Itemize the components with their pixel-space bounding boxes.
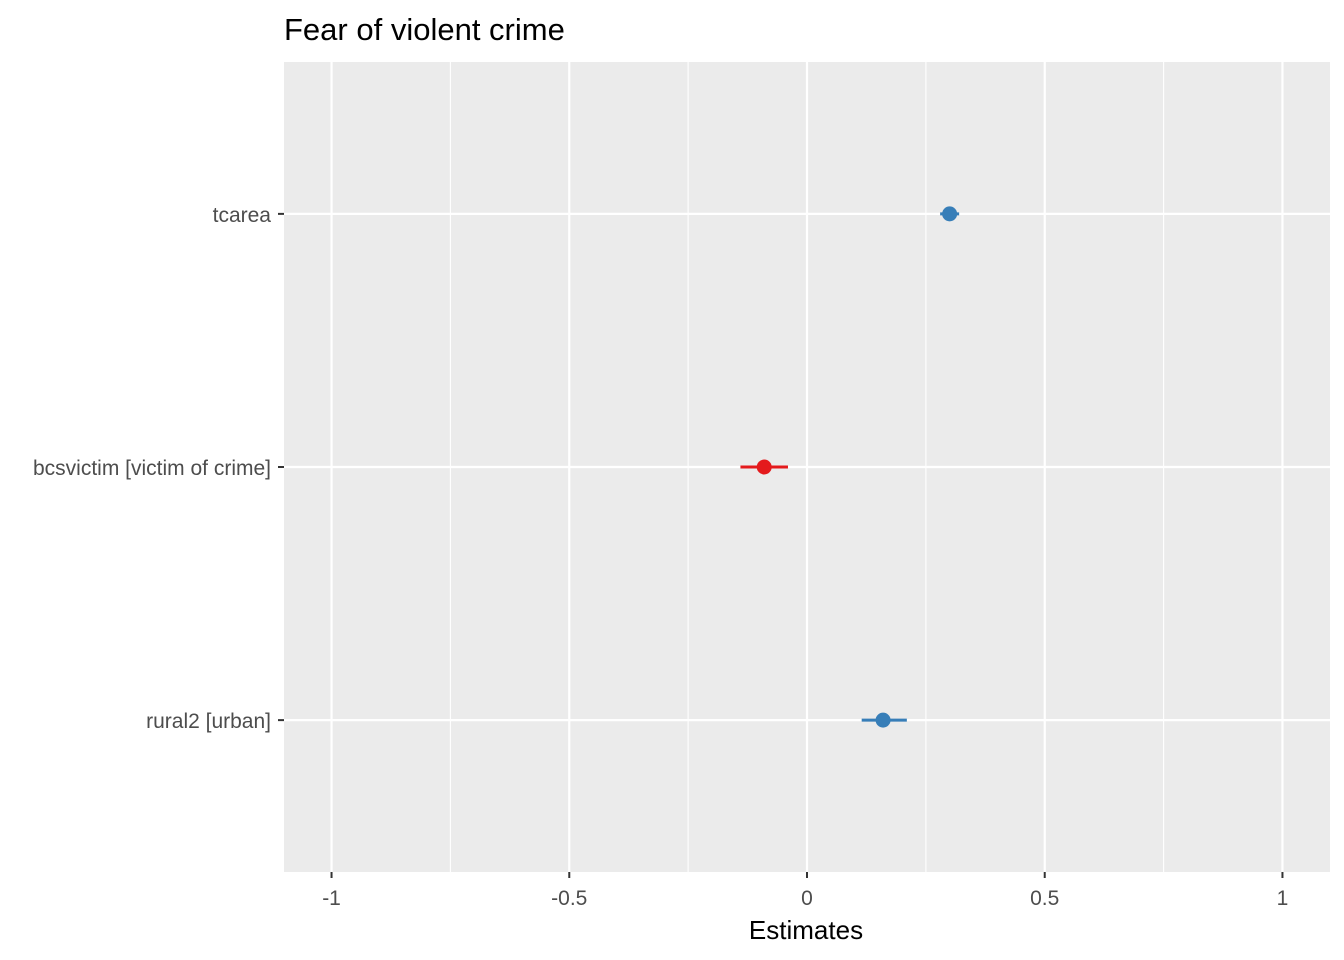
- coefficient-marks: [740, 206, 960, 728]
- estimate-point: [875, 712, 891, 728]
- y-tick-label: tcarea: [213, 204, 272, 227]
- chart-title: Fear of violent crime: [284, 12, 565, 47]
- axes: -1 -0.5 0 0.5 1 tcarea bcsvictim [victim of cr…: [33, 204, 1288, 910]
- x-axis-title: Estimates: [749, 915, 863, 945]
- x-tick-label: 1: [1277, 887, 1289, 910]
- estimate-point: [756, 459, 772, 475]
- x-tick-label: -0.5: [551, 887, 587, 910]
- grid-lines: [284, 62, 1330, 872]
- x-tick-label: 0.5: [1030, 887, 1059, 910]
- x-tick-label: -1: [322, 887, 341, 910]
- y-tick-label: bcsvictim [victim of crime]: [33, 457, 271, 480]
- y-tick-label: rural2 [urban]: [146, 710, 271, 733]
- estimate-point: [942, 206, 958, 222]
- x-tick-label: 0: [801, 887, 813, 910]
